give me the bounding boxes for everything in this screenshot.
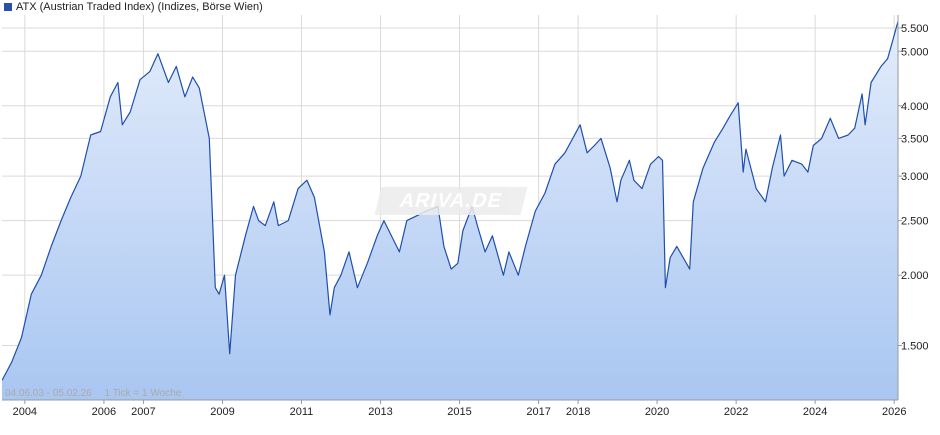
y-axis-ticks: 1.500 2.000 2.500 3.000 3.500 4.000 5.000 5.500 [898, 23, 929, 352]
watermark-text: ARIVA.DE [397, 189, 505, 212]
x-tick-label: 2004 [13, 406, 37, 418]
x-tick-label: 2013 [368, 406, 392, 418]
x-tick-label: 2006 [92, 406, 116, 418]
x-tick-label: 2022 [724, 406, 748, 418]
x-axis-ticks: 2004 2006 2007 2009 2011 2013 2015 2017 2018 2020… [13, 400, 906, 418]
x-tick-label: 2007 [131, 406, 155, 418]
x-tick-label: 2020 [645, 406, 669, 418]
x-tick-label: 2017 [526, 406, 550, 418]
y-tick-label: 1.500 [901, 340, 929, 352]
y-tick-label: 4.000 [901, 101, 929, 113]
watermark-logo: ARIVA.DE [374, 187, 528, 215]
y-tick-label: 2.500 [901, 216, 929, 228]
x-tick-label: 2018 [566, 406, 590, 418]
legend-label: ATX (Austrian Traded Index) (Indizes, Bö… [16, 1, 263, 13]
date-range: 04.06.03 - 05.02.26 [5, 388, 92, 399]
chart-meta: 04.06.03 - 05.02.26 1 Tick = 1 Woche [5, 388, 181, 399]
y-tick-label: 3.500 [901, 133, 929, 145]
y-tick-label: 3.000 [901, 171, 929, 183]
legend: ATX (Austrian Traded Index) (Indizes, Bö… [4, 1, 263, 13]
x-tick-label: 2011 [290, 406, 314, 418]
y-tick-label: 5.000 [901, 46, 929, 58]
x-tick-label: 2024 [803, 406, 827, 418]
y-tick-label: 2.000 [901, 270, 929, 282]
tick-info: 1 Tick = 1 Woche [104, 388, 182, 399]
x-tick-label: 2009 [210, 406, 234, 418]
legend-swatch [4, 3, 12, 11]
x-tick-label: 2026 [882, 406, 906, 418]
x-tick-label: 2015 [447, 406, 471, 418]
y-tick-label: 5.500 [901, 23, 929, 35]
